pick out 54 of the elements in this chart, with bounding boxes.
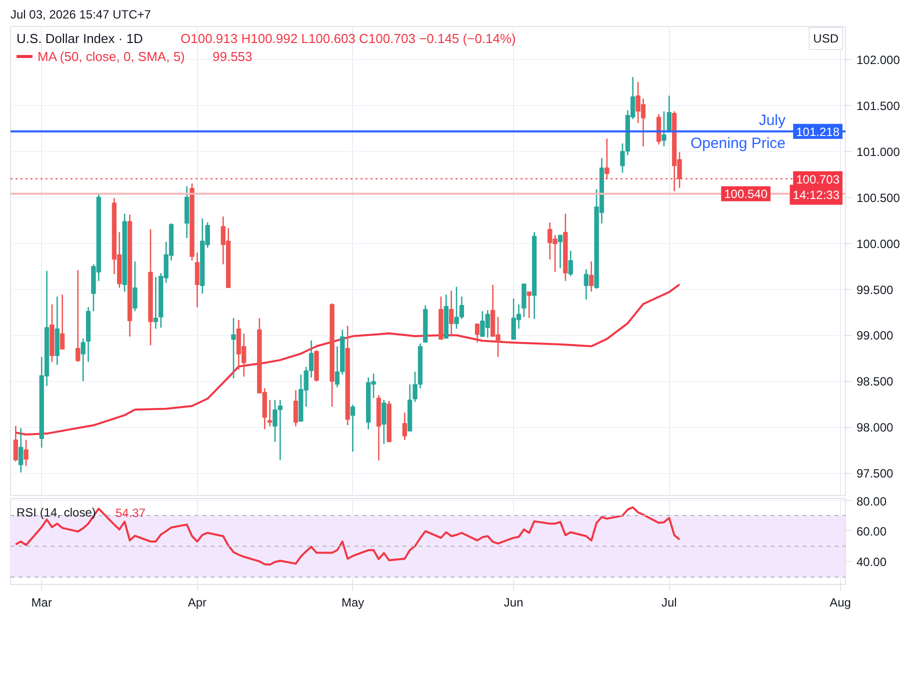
candlestick — [474, 323, 480, 344]
x-tick-label: Mar — [31, 596, 52, 610]
legend-label: MA (50, close, 0, SMA, 5) — [38, 49, 185, 64]
y-tick-label: 100.500 — [856, 190, 900, 205]
annotation: 14:12:33 — [792, 188, 840, 202]
ref-line-label: 100.703 — [796, 172, 840, 186]
candlestick — [350, 404, 356, 452]
x-tick-label: Aug — [830, 596, 851, 610]
ref-line-label: 101.218 — [796, 124, 840, 139]
ref-line-label: 100.540 — [724, 187, 768, 202]
candlestick — [60, 294, 65, 350]
x-tick-label: Jun — [504, 596, 524, 610]
candlestick — [231, 317, 236, 380]
annotation: O100.913 H100.992 L100.603 C100.703 −0.145 (−0.14%) — [180, 31, 516, 46]
candlestick — [604, 138, 610, 180]
x-tick-label: Jul — [661, 596, 677, 610]
candlestick — [526, 291, 532, 319]
series-label: RSI (14, close) — [16, 506, 96, 520]
candlestick — [558, 234, 563, 269]
annotation: USD — [813, 32, 839, 46]
chart-title: U.S. Dollar Index · 1D — [16, 31, 143, 46]
y-tick-label: 80.00 — [856, 494, 887, 508]
candlestick — [194, 252, 200, 308]
annotation: 99.553 — [212, 49, 252, 64]
y-tick-label: 99.000 — [856, 328, 894, 343]
candlestick — [589, 260, 594, 292]
candlestick — [153, 276, 158, 330]
y-tick-label: 100.000 — [856, 236, 900, 251]
x-tick-label: May — [341, 596, 364, 610]
x-tick-label: Apr — [188, 596, 207, 610]
candlestick — [76, 270, 80, 363]
text: Jul 03, 2026 15:47 UTC+7 — [10, 8, 152, 22]
candlestick — [584, 268, 589, 300]
candlestick — [666, 95, 672, 134]
candlestick — [568, 250, 573, 277]
annotation: July Opening Price — [690, 112, 786, 152]
y-tick-label: 101.000 — [856, 144, 900, 159]
candlestick — [80, 338, 86, 382]
y-tick-label: 101.500 — [856, 99, 900, 114]
annotation: 54.37 — [116, 506, 146, 520]
candlestick — [662, 110, 666, 148]
y-tick-label: 99.500 — [856, 282, 894, 297]
y-tick-label: 102.000 — [856, 53, 900, 68]
y-tick-label: 98.500 — [856, 374, 894, 389]
y-tick-label: 97.500 — [856, 466, 894, 481]
y-tick-label: 60.00 — [856, 524, 887, 538]
candlestick — [267, 399, 272, 427]
candlestick — [402, 412, 407, 441]
y-tick-label: 98.000 — [856, 420, 894, 435]
candlestick — [132, 260, 138, 312]
y-tick-label: 40.00 — [856, 555, 887, 570]
candlestick — [449, 290, 454, 338]
candlestick — [382, 399, 386, 444]
candlestick — [293, 390, 298, 427]
